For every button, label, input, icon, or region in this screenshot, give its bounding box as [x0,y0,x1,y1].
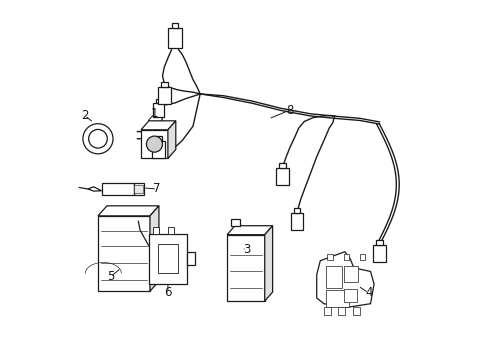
Polygon shape [98,206,159,216]
Bar [324,307,331,315]
Text: 3: 3 [243,243,250,256]
Polygon shape [265,226,272,301]
Polygon shape [172,23,178,28]
Polygon shape [168,28,182,48]
Circle shape [147,136,163,152]
Polygon shape [153,103,164,117]
Bar [134,183,144,195]
Text: 7: 7 [153,183,161,195]
Polygon shape [317,252,374,307]
Bar [326,266,342,288]
Polygon shape [152,141,166,158]
Polygon shape [373,245,386,262]
Bar [153,227,159,234]
Polygon shape [150,206,159,291]
Bar [187,252,195,265]
Bar [343,254,349,260]
Circle shape [89,130,107,148]
Polygon shape [141,121,176,130]
Text: 8: 8 [286,104,294,117]
Polygon shape [276,168,289,185]
Bar [343,289,357,302]
Polygon shape [279,163,286,168]
Bar [158,244,178,274]
Polygon shape [156,99,161,103]
Polygon shape [294,208,300,213]
Text: 6: 6 [164,287,171,300]
Polygon shape [168,121,176,158]
Polygon shape [376,240,383,245]
Polygon shape [161,82,168,87]
Bar [353,307,360,315]
Polygon shape [141,130,168,158]
Bar [327,254,333,260]
Bar [159,244,169,262]
Polygon shape [227,226,272,235]
Text: 2: 2 [81,109,89,122]
Text: 5: 5 [107,270,114,283]
Polygon shape [88,187,101,191]
Bar [360,254,366,260]
Circle shape [83,124,113,154]
Bar [227,235,265,301]
Bar [149,234,187,284]
Bar [326,290,349,307]
Polygon shape [158,87,171,104]
Bar [101,183,134,195]
Polygon shape [156,136,162,141]
Bar [231,219,240,226]
Bar [98,216,150,291]
Bar [338,307,345,315]
Bar [343,266,358,282]
Text: 4: 4 [365,287,372,300]
Polygon shape [291,213,303,230]
Bar [134,185,143,193]
Bar [168,227,174,234]
Text: 1: 1 [151,107,158,120]
